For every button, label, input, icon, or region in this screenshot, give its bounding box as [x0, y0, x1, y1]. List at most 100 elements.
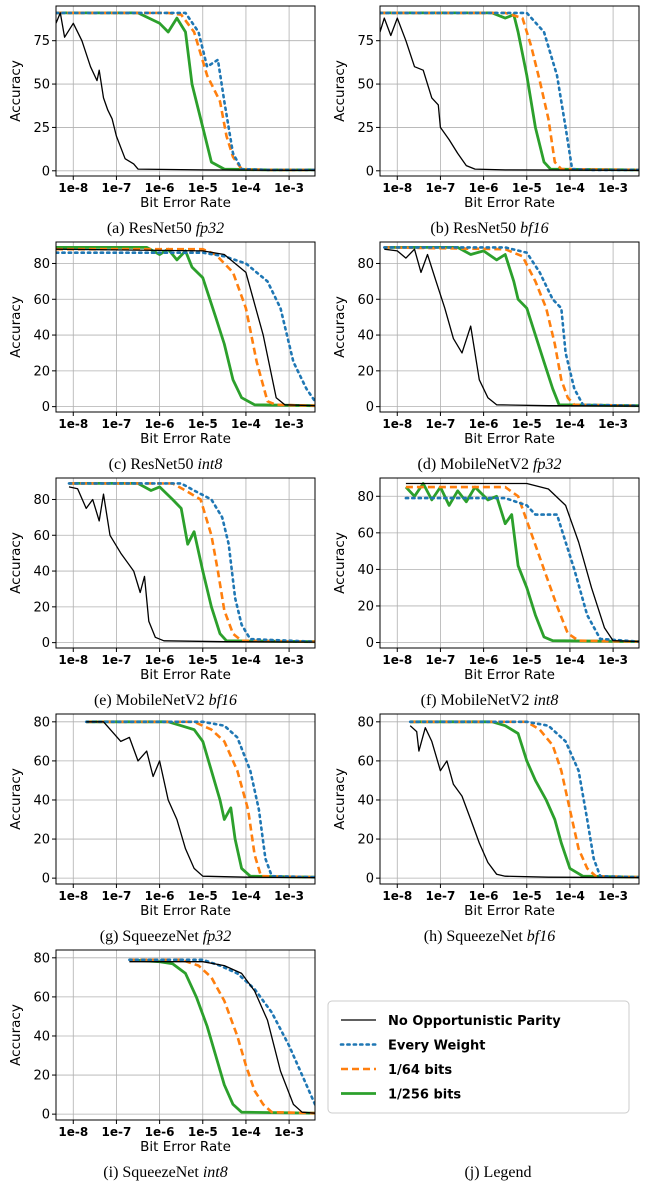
- y-tick-label: 60: [357, 526, 374, 541]
- y-tick-label: 40: [357, 329, 374, 344]
- panel-caption: (g) SqueezeNet fp32: [100, 928, 232, 945]
- x-tick-label: 1e-3: [274, 653, 304, 667]
- chart-panel: 0 20 40 60 80 1e-8 1e-7 1e-6 1e-5 1e-4 1e-3 Bit Err…: [8, 949, 316, 1181]
- y-tick-label: 80: [33, 951, 50, 966]
- y-tick-label: 0: [42, 1108, 50, 1123]
- y-tick-label: 80: [357, 490, 374, 505]
- y-tick-label: 40: [33, 793, 50, 808]
- y-tick-label: 60: [33, 529, 50, 544]
- y-axis-label: Accuracy: [8, 1004, 24, 1066]
- x-tick-label: 1e-4: [555, 181, 585, 195]
- legend-label-one-64: 1/64 bits: [388, 1063, 452, 1078]
- x-tick-label: 1e-3: [598, 181, 628, 195]
- y-tick-label: 25: [357, 121, 374, 136]
- chart-panel: 0 25 50 75 1e-8 1e-7 1e-6 1e-5 1e-4 1e-3 Bit Error…: [332, 5, 640, 237]
- series-line-every-weight: [56, 251, 315, 403]
- series-line-every-weight: [383, 246, 639, 407]
- plot-frame: [55, 949, 316, 1121]
- y-axis-label: Accuracy: [8, 296, 24, 358]
- y-tick-label: 75: [357, 34, 374, 49]
- x-tick-label: 1e-7: [426, 417, 456, 431]
- legend-caption: (j) Legend: [464, 1164, 531, 1181]
- x-tick-label: 1e-6: [145, 653, 175, 667]
- x-tick-label: 1e-5: [188, 889, 218, 903]
- series-line-no-parity: [56, 248, 315, 407]
- x-tick-label: 1e-7: [102, 653, 132, 667]
- x-tick-label: 1e-6: [469, 417, 499, 431]
- legend-box: [327, 1000, 630, 1114]
- x-tick-label: 1e-4: [555, 889, 585, 903]
- y-axis-label: Accuracy: [332, 768, 348, 830]
- y-tick-label: 40: [33, 1029, 50, 1044]
- y-tick-label: 50: [33, 78, 50, 93]
- series-line-no-parity: [384, 248, 639, 407]
- x-axis-label: Bit Error Rate: [464, 195, 555, 211]
- panel-caption: (a) ResNet50 fp32: [107, 220, 224, 237]
- y-tick-label: 80: [33, 493, 50, 508]
- x-tick-label: 1e-5: [512, 653, 542, 667]
- panel-caption: (h) SqueezeNet bf16: [424, 928, 556, 945]
- y-tick-label: 60: [357, 293, 374, 308]
- y-tick-label: 25: [33, 121, 50, 136]
- x-tick-label: 1e-3: [274, 417, 304, 431]
- series-line-every-weight: [404, 496, 639, 643]
- y-axis-label: Accuracy: [8, 60, 24, 122]
- chart-panel: 0 20 40 60 80 1e-8 1e-7 1e-6 1e-5 1e-4 1e-3 Bit Err…: [8, 477, 316, 709]
- y-tick-label: 0: [42, 872, 50, 887]
- x-tick-label: 1e-5: [512, 181, 542, 195]
- x-tick-label: 1e-8: [58, 653, 88, 667]
- panel-caption: (b) ResNet50 bf16: [430, 220, 548, 237]
- chart-panel: 0 20 40 60 80 1e-8 1e-7 1e-6 1e-5 1e-4 1e-3 Bit Err…: [8, 241, 316, 473]
- series-line-every-weight: [128, 958, 315, 1106]
- series-line-one-64: [384, 246, 639, 407]
- series-line-one-256: [380, 11, 639, 172]
- series-line-one-256: [69, 482, 315, 644]
- x-tick-label: 1e-4: [555, 417, 585, 431]
- y-tick-label: 40: [357, 563, 374, 578]
- series-line-one-256: [384, 246, 639, 408]
- x-axis-label: Bit Error Rate: [140, 667, 231, 683]
- y-axis-label: Accuracy: [8, 532, 24, 594]
- y-tick-label: 0: [42, 636, 50, 651]
- series-line-every-weight: [84, 720, 315, 879]
- y-tick-label: 80: [33, 257, 50, 272]
- x-tick-label: 1e-3: [274, 181, 304, 195]
- y-tick-label: 40: [33, 565, 50, 580]
- x-tick-label: 1e-4: [555, 653, 585, 667]
- y-axis-label: Accuracy: [8, 768, 24, 830]
- x-tick-label: 1e-7: [426, 181, 456, 195]
- y-tick-label: 60: [33, 293, 50, 308]
- legend-label-no-parity: No Opportunistic Parity: [388, 1014, 561, 1029]
- x-tick-label: 1e-8: [58, 889, 88, 903]
- series-line-no-parity: [405, 482, 639, 643]
- x-axis-label: Bit Error Rate: [464, 903, 555, 919]
- x-tick-label: 1e-7: [102, 889, 132, 903]
- x-tick-label: 1e-8: [58, 417, 88, 431]
- y-tick-label: 0: [366, 872, 374, 887]
- plot-frame: [379, 241, 640, 413]
- x-tick-label: 1e-7: [102, 181, 132, 195]
- x-tick-label: 1e-5: [512, 889, 542, 903]
- y-tick-label: 80: [357, 715, 374, 730]
- x-tick-label: 1e-3: [274, 1125, 304, 1139]
- series-line-no-parity: [380, 17, 639, 171]
- y-tick-label: 40: [357, 793, 374, 808]
- series-line-every-weight: [67, 482, 315, 643]
- x-tick-label: 1e-6: [469, 181, 499, 195]
- series-line-one-256: [56, 11, 315, 172]
- y-tick-label: 0: [42, 400, 50, 415]
- x-tick-label: 1e-4: [231, 1125, 261, 1139]
- y-tick-label: 80: [33, 715, 50, 730]
- x-tick-label: 1e-6: [145, 181, 175, 195]
- x-tick-label: 1e-5: [188, 1125, 218, 1139]
- chart-panel: 0 25 50 75 1e-8 1e-7 1e-6 1e-5 1e-4 1e-3 Bit Error…: [8, 5, 316, 237]
- series-line-one-64: [56, 247, 315, 407]
- y-tick-label: 20: [357, 364, 374, 379]
- y-tick-label: 60: [357, 754, 374, 769]
- plot-frame: [55, 477, 316, 649]
- x-axis-label: Bit Error Rate: [464, 431, 555, 447]
- series-line-one-256: [56, 246, 315, 408]
- y-axis-label: Accuracy: [332, 532, 348, 594]
- series-line-one-64: [380, 11, 639, 172]
- legend: No Opportunistic Parity Every Weight 1/64 …: [327, 1000, 630, 1114]
